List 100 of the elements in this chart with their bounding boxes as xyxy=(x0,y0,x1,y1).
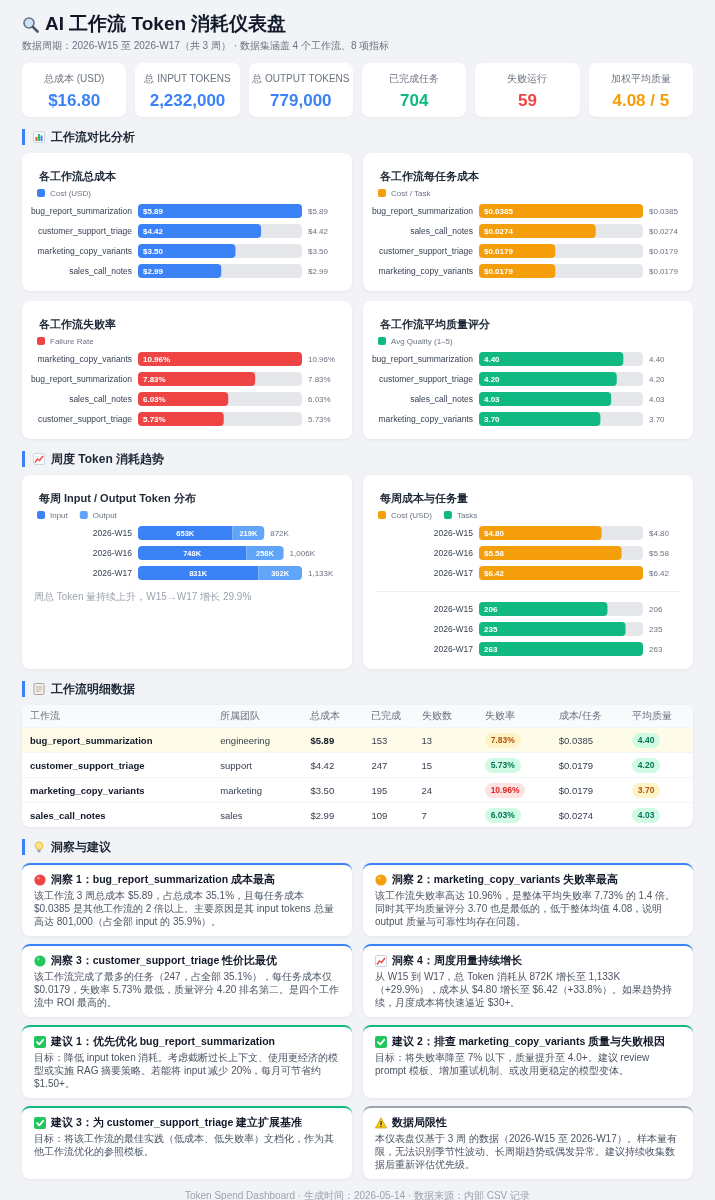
text: 目标：降低 input token 消耗。考虑截断过长上下文、使用更经济的模型或实施 RAG 摘要策略。若能将 input 减少 20%，每月可节省约 $1.50+。 xyxy=(34,1051,340,1090)
y-tick-label: 2026-W17 xyxy=(433,644,474,654)
bar xyxy=(138,566,259,580)
category-label: 成本/任务 xyxy=(550,705,624,728)
category-label: 失败率 xyxy=(476,705,551,728)
text: 5.73% xyxy=(490,759,515,770)
data-label: 4.03 xyxy=(484,394,501,404)
data-label: $2.99 xyxy=(143,266,164,276)
legend-label: Output xyxy=(92,510,118,520)
legend-label: Avg Quality (1–5) xyxy=(391,336,453,346)
chart-title: 各工作流平均质量评分 xyxy=(379,317,491,330)
bar xyxy=(138,546,247,560)
text: $0.0179 xyxy=(649,246,678,256)
category-label: 工作流 xyxy=(22,705,213,728)
category-label: 所属团队 xyxy=(212,705,303,728)
data-label: $0.0385 xyxy=(484,206,514,216)
text: 206 xyxy=(649,604,663,614)
text: $4.42 xyxy=(310,759,335,771)
text: 总成本 (USD) xyxy=(42,73,106,85)
legend-label: Failure Rate xyxy=(50,336,95,346)
y-tick-label: 2026-W16 xyxy=(92,548,133,558)
data-label: $0.0274 xyxy=(484,226,514,236)
y-tick-label: 2026-W15 xyxy=(92,528,133,538)
y-tick-label: 2026-W16 xyxy=(433,548,474,558)
text: $2.99 xyxy=(308,266,329,276)
chart-title: 每周成本与任务量 xyxy=(379,491,468,504)
y-tick-label: sales_call_notes xyxy=(69,266,132,276)
y-tick-label: bug_report_summarization xyxy=(30,374,133,384)
y-tick-label: sales_call_notes xyxy=(410,226,473,236)
text: $0.0274 xyxy=(649,226,678,236)
text: $0.0385 xyxy=(558,734,594,746)
text: $5.58 xyxy=(649,548,670,558)
text: 195 xyxy=(371,784,388,796)
text: $16.80 xyxy=(47,91,102,111)
y-tick-label: marketing_copy_variants xyxy=(378,414,473,424)
text: $5.89 xyxy=(308,206,329,216)
y-tick-label: customer_support_triage xyxy=(37,414,133,424)
legend-label: Cost (USD) xyxy=(391,510,433,520)
text: 建议 2：排查 marketing_copy_variants 质量与失败根因 xyxy=(392,1035,666,1048)
data-label: $6.42 xyxy=(484,568,505,578)
text: 704 xyxy=(398,91,430,111)
bar xyxy=(138,526,233,540)
text: 4.20 xyxy=(637,759,655,770)
text: 本仪表盘仅基于 3 周 的数据（2026-W15 至 2026-W17）。样本量有限，无法识别季节性波动、长周期趋势或偶发异常。建议持续收集数据后重新评估优先级。 xyxy=(375,1132,678,1171)
text: 10.96% xyxy=(490,784,520,795)
text: 13 xyxy=(421,734,433,746)
total-label: 1,006K xyxy=(289,548,316,558)
text: 工作流对比分析 xyxy=(51,128,135,146)
data-label: 206 xyxy=(484,604,498,614)
text: 4.40 xyxy=(637,734,655,745)
text: 3.70 xyxy=(637,784,655,795)
text: sales xyxy=(220,809,243,821)
y-tick-label: customer_support_triage xyxy=(37,226,133,236)
text: 该工作流完成了最多的任务（247，占全部 35.1%），每任务成本仅 $0.0179，失败率 5.73% 最低，质量评分 4.20 排名第二。是四个工作流中 ROI 最高的。 xyxy=(34,970,340,1009)
text: 6.03% xyxy=(308,394,331,404)
text: AI 工作流 Token 消耗仪表盘 xyxy=(45,12,287,36)
text: 周总 Token 量持续上升，W15→W17 增长 29.9% xyxy=(34,590,252,602)
text: 10.96% xyxy=(143,354,171,364)
chart-title: 每周 Input / Output Token 分布 xyxy=(38,491,196,504)
text: 洞察 1：bug_report_summarization 成本最高 xyxy=(51,873,276,886)
text: 洞察 4：周度用量持续增长 xyxy=(392,954,522,967)
data-label: 5.73% xyxy=(143,414,166,424)
data-label: 7.83% xyxy=(143,374,166,384)
text: 59 xyxy=(517,91,538,111)
data-label: 235 xyxy=(484,624,498,634)
legend-label: Cost / Task xyxy=(391,188,432,198)
category-label: 平均质量 xyxy=(623,705,693,728)
y-tick-label: marketing_copy_variants xyxy=(37,246,132,256)
data-label: 4.20 xyxy=(484,374,501,384)
text: $0.0274 xyxy=(558,809,594,821)
data-label: 263 xyxy=(484,644,498,654)
text: 24 xyxy=(421,784,433,796)
text: 2,232,000 xyxy=(148,91,227,111)
y-tick-label: bug_report_summarization xyxy=(371,206,474,216)
category-label: 已完成 xyxy=(363,705,414,728)
text: 建议 3：为 customer_support_triage 建立扩展基准 xyxy=(51,1116,303,1129)
text: $2.99 xyxy=(310,809,335,821)
text: $5.89 xyxy=(310,734,335,746)
y-tick-label: 2026-W17 xyxy=(433,568,474,578)
legend-label: Input xyxy=(50,510,69,520)
data-label: $3.50 xyxy=(143,246,164,256)
data-label: $5.58 xyxy=(484,548,505,558)
text: 7.83% xyxy=(490,734,515,745)
text: 目标：将失败率降至 7% 以下，质量提升至 4.0+。建议 review prompt 模板、增加重试机制、或改用更稳定的模型变体。 xyxy=(375,1051,651,1077)
text: 总 OUTPUT TOKENS xyxy=(251,73,351,85)
legend-label: Cost (USD) xyxy=(50,188,92,198)
data-label: $0.0179 xyxy=(484,266,514,276)
y-tick-label: sales_call_notes xyxy=(410,394,473,404)
data-label: 4.40 xyxy=(484,354,501,364)
data-label: 6.03% xyxy=(143,394,166,404)
text: 失败运行 xyxy=(506,73,549,85)
text: 153 xyxy=(371,734,388,746)
data-label: $4.42 xyxy=(143,226,164,236)
text: 4.20 xyxy=(649,374,665,384)
y-tick-label: 2026-W15 xyxy=(433,528,474,538)
text: 已完成任务 xyxy=(388,73,441,85)
text: 109 xyxy=(371,809,388,821)
text: 3.70 xyxy=(649,414,665,424)
total-label: 872K xyxy=(270,528,290,538)
text: $0.0385 xyxy=(649,206,678,216)
